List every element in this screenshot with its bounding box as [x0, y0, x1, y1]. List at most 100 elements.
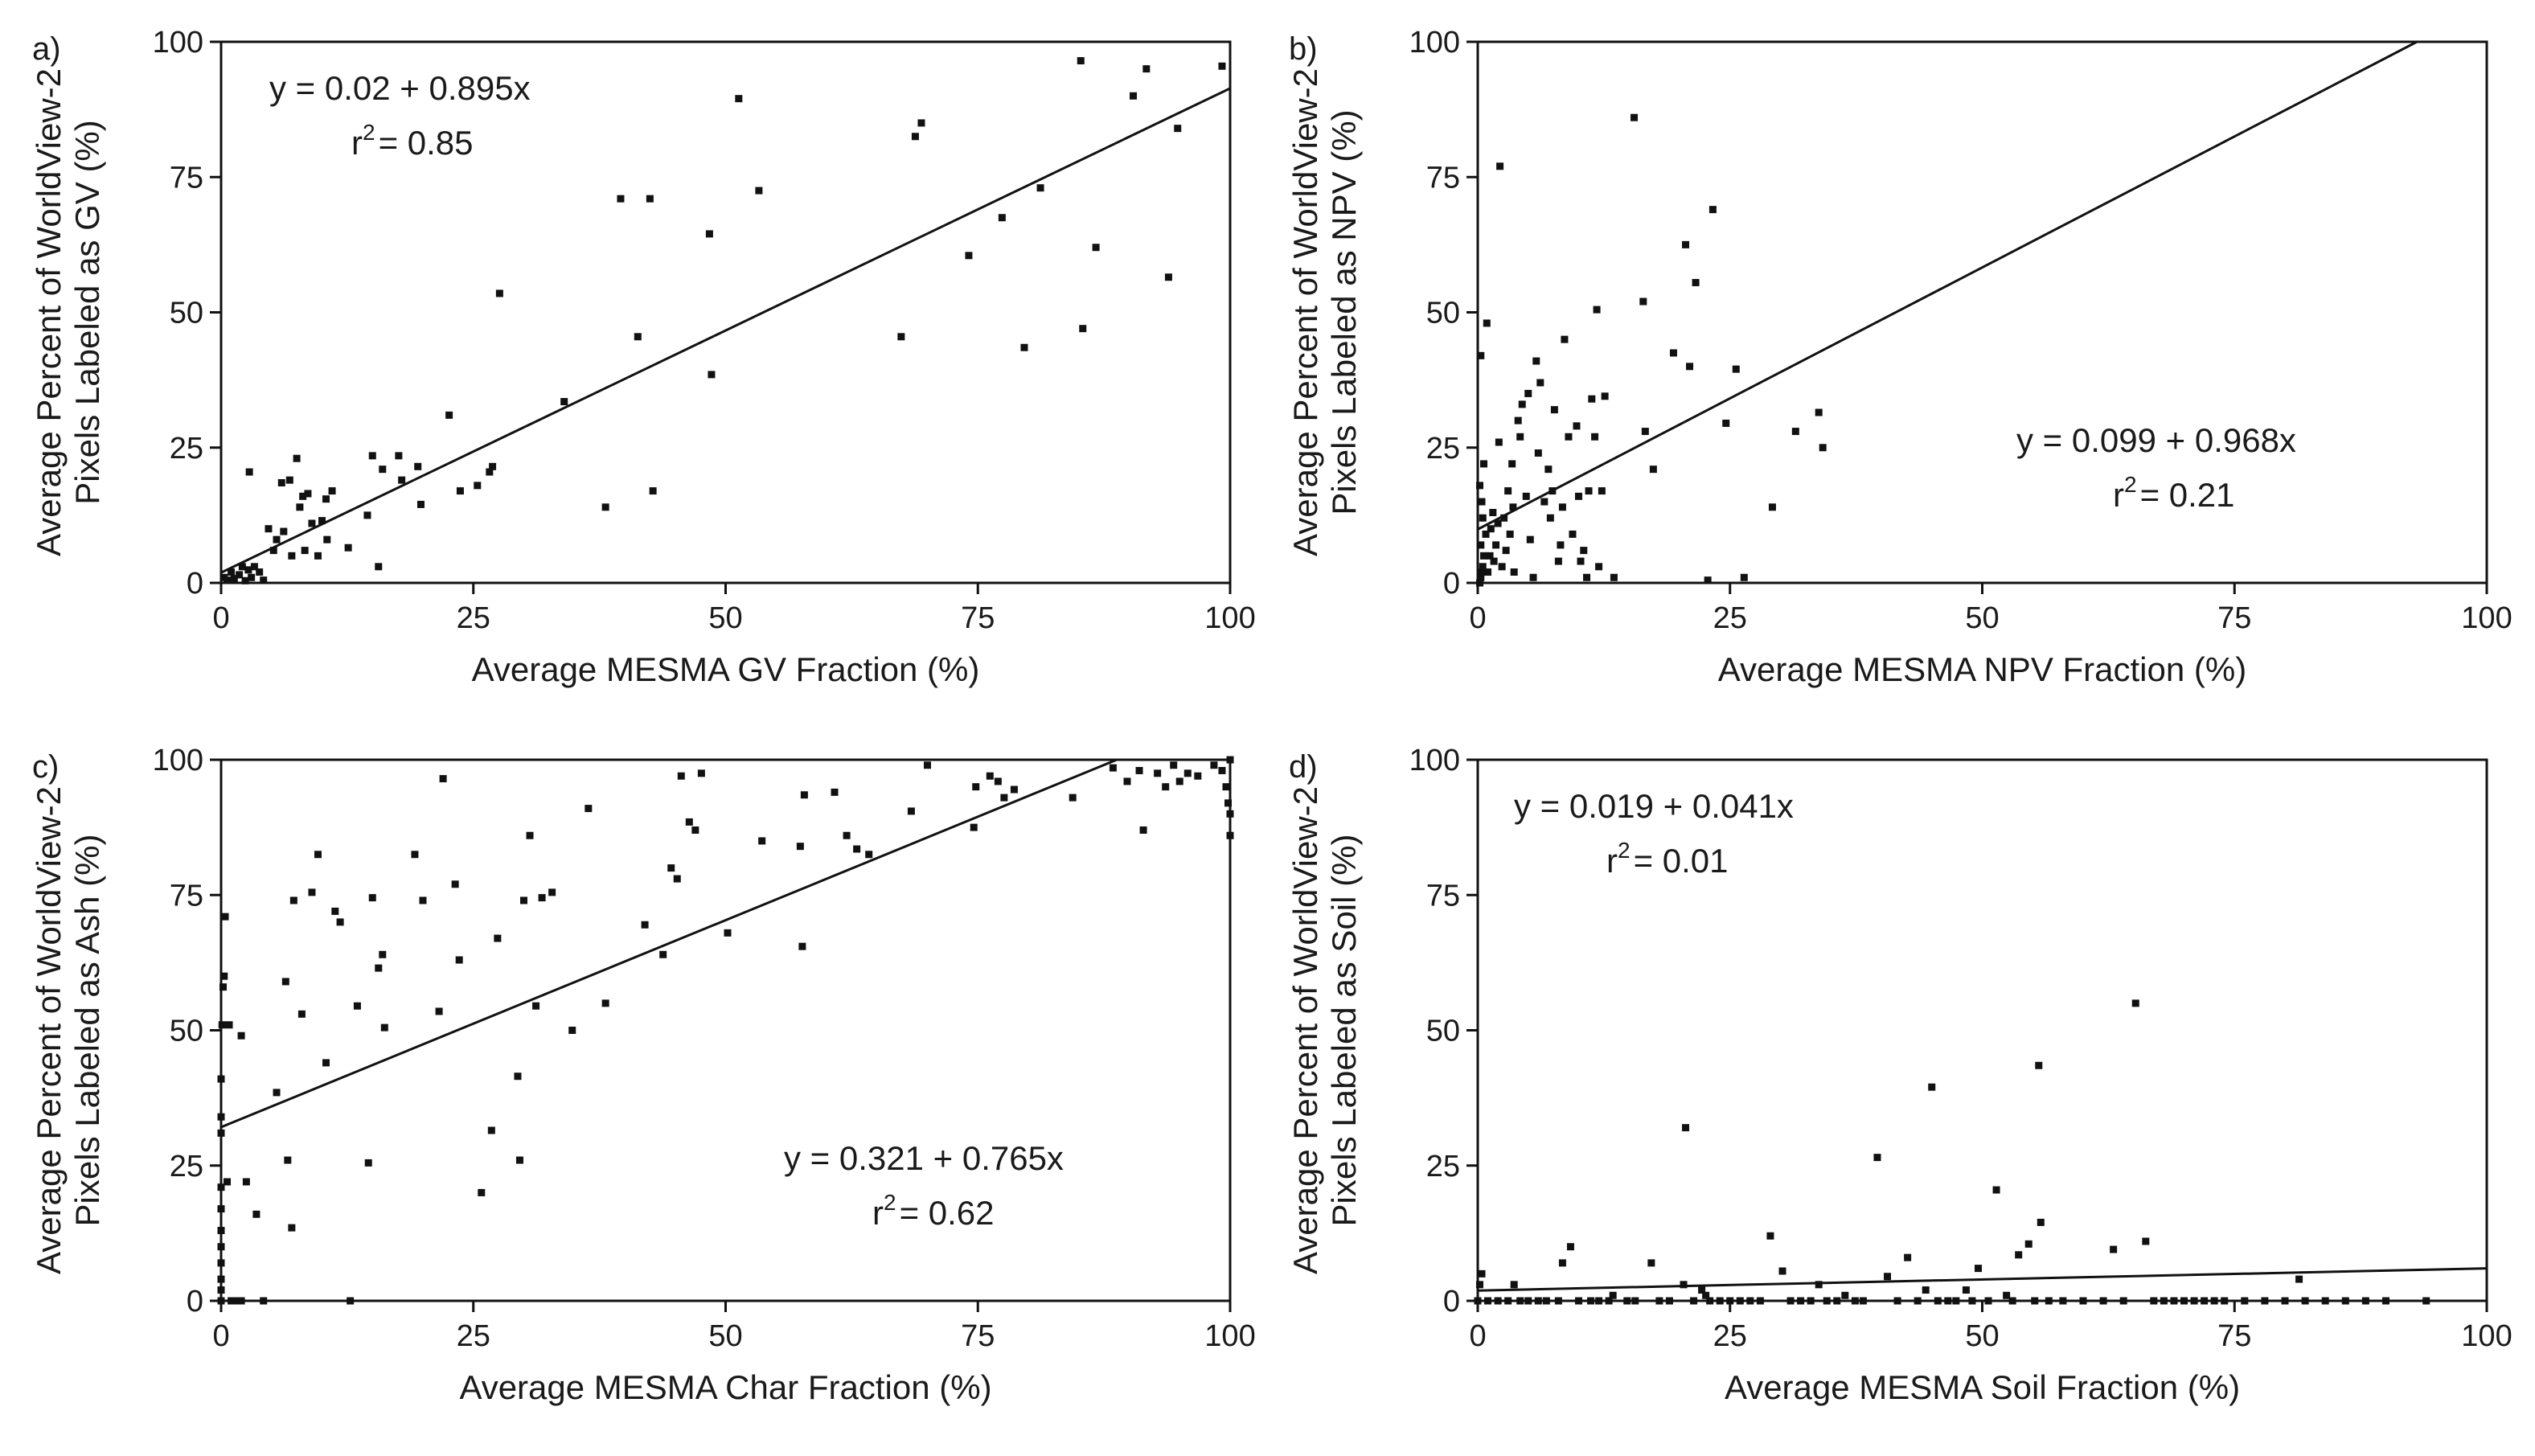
data-point	[2361, 1297, 2369, 1305]
data-point	[1492, 541, 1500, 549]
data-point	[1226, 831, 1234, 839]
y-tick-label: 100	[1409, 744, 1460, 777]
data-point	[379, 950, 387, 958]
y-axis-label-line1: Average Percent of WorldView-2	[1286, 786, 1324, 1274]
data-point	[1686, 363, 1694, 371]
plot-frame	[219, 758, 1232, 1302]
data-point	[1623, 1297, 1631, 1305]
data-point	[1170, 761, 1178, 769]
y-tick-label: 100	[1409, 26, 1460, 59]
data-point	[2281, 1297, 2289, 1305]
data-point	[1477, 573, 1485, 581]
data-point	[1595, 563, 1603, 571]
data-point	[228, 568, 236, 576]
data-point	[451, 880, 459, 888]
data-point	[1516, 433, 1524, 441]
data-point	[1647, 1259, 1655, 1267]
regression-equation: y = 0.099 + 0.968x	[2016, 421, 2296, 459]
data-point	[1524, 1297, 1532, 1305]
data-point	[1154, 769, 1162, 777]
data-point	[1218, 62, 1226, 70]
data-point	[331, 907, 339, 915]
data-point	[2015, 1251, 2023, 1259]
x-tick-label: 25	[457, 601, 490, 635]
data-point	[798, 942, 806, 950]
data-point	[1558, 1259, 1566, 1267]
x-tick-label: 100	[2461, 601, 2512, 635]
y-tick-label: 0	[187, 567, 203, 601]
data-point	[217, 1113, 225, 1121]
y-tick-label: 0	[1443, 567, 1460, 601]
data-point	[1786, 1297, 1795, 1305]
x-tick-label: 50	[1965, 601, 1999, 635]
x-axis-label: Average MESMA Soil Fraction (%)	[1725, 1368, 2240, 1406]
data-point	[617, 195, 625, 203]
y-axis-label-line2: Pixels Labeled as GV (%)	[68, 120, 106, 505]
data-point	[308, 888, 316, 896]
data-point	[494, 934, 502, 942]
data-point	[1665, 1297, 1673, 1305]
data-point	[1952, 1297, 1960, 1305]
data-point	[667, 864, 675, 872]
data-point	[1698, 1286, 1706, 1294]
r-squared-superscript: 2	[884, 1190, 896, 1215]
data-point	[691, 826, 699, 834]
data-point	[1649, 466, 1657, 474]
data-point	[218, 1021, 226, 1029]
data-point	[1020, 343, 1028, 351]
data-point	[217, 1243, 225, 1251]
data-point	[2210, 1297, 2218, 1305]
data-point	[601, 503, 609, 511]
data-point	[1605, 1297, 1613, 1305]
data-point	[1548, 487, 1557, 495]
data-point	[2142, 1237, 2150, 1245]
data-point	[924, 761, 931, 769]
data-point	[853, 845, 861, 853]
y-tick-label: 75	[1426, 161, 1460, 195]
x-tick-label: 75	[2217, 1319, 2251, 1353]
data-point	[1566, 1243, 1574, 1251]
data-point	[649, 487, 657, 495]
data-point	[1508, 460, 1516, 468]
data-point	[1534, 1297, 1542, 1305]
x-tick-label: 100	[1204, 1319, 1255, 1353]
data-point	[248, 573, 256, 581]
data-point	[2382, 1297, 2389, 1305]
data-point	[641, 921, 649, 929]
data-point	[1502, 547, 1510, 555]
data-point	[1546, 514, 1554, 522]
data-point	[277, 478, 285, 486]
y-tick-label: 0	[187, 1285, 203, 1319]
y-tick-label: 25	[1426, 1150, 1460, 1183]
data-point	[1476, 482, 1484, 490]
y-tick-label: 75	[1426, 879, 1460, 913]
data-point	[2119, 1297, 2127, 1305]
data-point	[2059, 1297, 2067, 1305]
r-squared-superscript: 2	[2124, 472, 2137, 497]
data-point	[2170, 1297, 2178, 1305]
x-axis-label: Average MESMA Char Fraction (%)	[459, 1368, 991, 1406]
data-point	[2201, 1297, 2209, 1305]
data-point	[1135, 766, 1143, 774]
data-point	[560, 398, 568, 406]
data-point	[1494, 519, 1502, 527]
y-tick-label: 25	[170, 432, 203, 466]
data-point	[478, 1188, 486, 1196]
data-point	[217, 1297, 225, 1305]
x-tick-label: 100	[1204, 601, 1255, 635]
data-point	[1708, 206, 1717, 214]
data-point	[1968, 1297, 1976, 1305]
data-point	[1478, 1269, 1486, 1278]
data-point	[1164, 273, 1172, 281]
data-point	[1222, 783, 1230, 791]
data-point	[514, 1073, 522, 1081]
data-point	[1557, 541, 1565, 549]
data-point	[2035, 1061, 2043, 1069]
data-point	[1851, 1297, 1859, 1305]
data-point	[1593, 306, 1601, 314]
data-point	[972, 783, 980, 791]
data-point	[1069, 794, 1077, 802]
data-point	[1109, 764, 1117, 772]
data-point	[634, 333, 642, 341]
data-point	[1702, 1291, 1710, 1299]
